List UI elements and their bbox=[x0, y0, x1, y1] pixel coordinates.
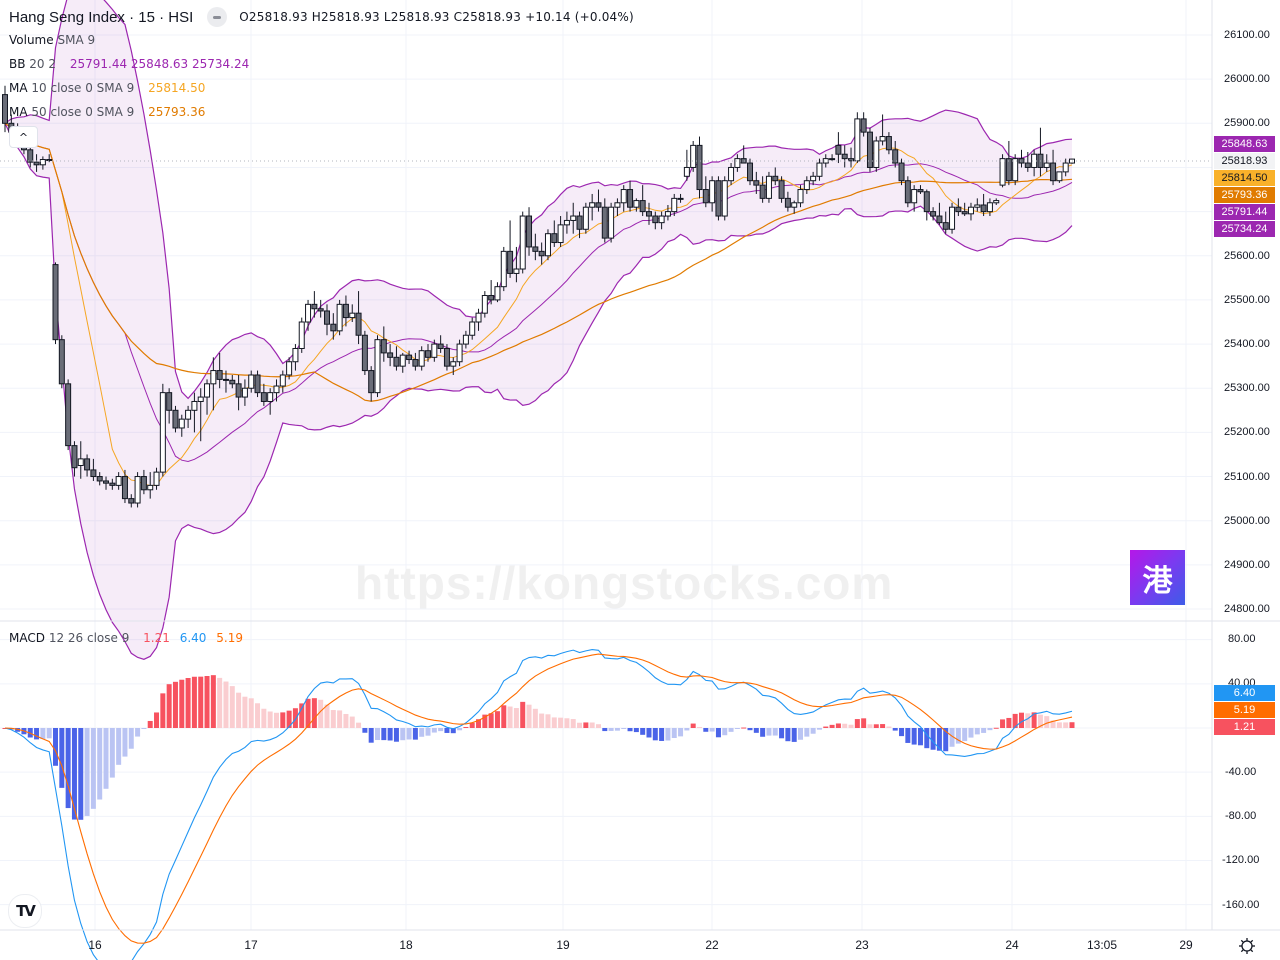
tradingview-logo[interactable]: TV bbox=[8, 894, 42, 928]
bb-basis-tag: 25791.44 bbox=[1214, 204, 1275, 220]
legend-macd-signal: 5.19 bbox=[216, 631, 243, 645]
legend-ma50-value: 25793.36 bbox=[148, 105, 206, 119]
signal-line-tag: 5.19 bbox=[1214, 702, 1275, 718]
price-axis-label: 26000.00 bbox=[1224, 73, 1270, 85]
legend-ma10[interactable]: MA 10 close 0 SMA 9 25814.50 bbox=[9, 80, 205, 96]
legend-bb-params: 20 2 bbox=[29, 57, 57, 71]
time-axis-label: 17 bbox=[244, 938, 258, 952]
bb-lower-tag: 25734.24 bbox=[1214, 221, 1275, 237]
legend-ma50-params: 50 close 0 SMA 9 bbox=[31, 105, 135, 119]
price-axis-label: 25400.00 bbox=[1224, 338, 1270, 350]
macd-axis-label: 80.00 bbox=[1228, 633, 1256, 645]
price-axis-label: 25900.00 bbox=[1224, 117, 1270, 129]
legend-ma10-params: 10 close 0 SMA 9 bbox=[31, 81, 135, 95]
ma10-tag: 25814.50 bbox=[1214, 170, 1275, 186]
legend-ma50[interactable]: MA 50 close 0 SMA 9 25793.36 bbox=[9, 104, 205, 120]
grid-lines bbox=[0, 0, 1212, 930]
price-axis-label: 25200.00 bbox=[1224, 426, 1270, 438]
time-axis-label: 19 bbox=[556, 938, 570, 952]
time-axis-label: 16 bbox=[88, 938, 102, 952]
last-price-tag: 25818.93 bbox=[1214, 153, 1275, 169]
legend-macd-params: 12 26 close 9 bbox=[48, 631, 130, 645]
candlestick-series bbox=[2, 85, 1075, 508]
time-axis-label: 13:05 bbox=[1086, 938, 1118, 952]
settings-gear-icon[interactable] bbox=[1238, 937, 1256, 955]
legend-ma10-value: 25814.50 bbox=[148, 81, 206, 95]
legend-volume[interactable]: Volume SMA 9 bbox=[9, 32, 95, 48]
bb-upper-tag: 25848.63 bbox=[1214, 136, 1275, 152]
price-axis-label: 24800.00 bbox=[1224, 603, 1270, 615]
macd-line-tag: 6.40 bbox=[1214, 685, 1275, 701]
legend-bb-values: 25791.44 25848.63 25734.24 bbox=[69, 57, 250, 71]
tradingview-logo-icon: TV bbox=[16, 902, 36, 920]
legend-macd-name: MACD bbox=[9, 631, 45, 645]
ohlc-values: O25818.93 H25818.93 L25818.93 C25818.93 … bbox=[239, 10, 634, 24]
legend-ma10-name: MA bbox=[9, 81, 28, 95]
watermark-text: https://kongstocks.com bbox=[355, 557, 894, 609]
price-axis-label: 25100.00 bbox=[1224, 471, 1270, 483]
time-axis-label: 22 bbox=[705, 938, 719, 952]
time-axis-label: 24 bbox=[1005, 938, 1019, 952]
legend-bb[interactable]: BB 20 2 25791.44 25848.63 25734.24 bbox=[9, 56, 249, 72]
collapse-legend-button[interactable]: ^ bbox=[9, 126, 38, 148]
price-axis-label: 25600.00 bbox=[1224, 250, 1270, 262]
time-axis-label: 18 bbox=[399, 938, 413, 952]
symbol-title[interactable]: Hang Seng Index · 15 · HSI bbox=[9, 8, 194, 26]
legend-macd-hist: 1.21 bbox=[143, 631, 170, 645]
chevron-up-icon: ^ bbox=[18, 130, 29, 144]
macd-axis-label: -160.00 bbox=[1222, 899, 1260, 911]
market-status-icon[interactable] bbox=[207, 7, 228, 27]
legend-volume-params: SMA 9 bbox=[57, 33, 96, 47]
indicator-lines bbox=[4, 0, 1073, 660]
histogram-tag: 1.21 bbox=[1214, 719, 1275, 735]
macd-axis-label: -120.00 bbox=[1222, 854, 1260, 866]
time-axis-label: 23 bbox=[855, 938, 869, 952]
bollinger-band-fill bbox=[5, 0, 1072, 660]
legend-macd[interactable]: MACD 12 26 close 9 1.21 6.40 5.19 bbox=[9, 630, 243, 646]
price-axis-label: 24900.00 bbox=[1224, 559, 1270, 571]
legend-macd-value: 6.40 bbox=[179, 631, 207, 645]
macd-axis-label: -80.00 bbox=[1225, 810, 1257, 822]
price-axis-label: 26100.00 bbox=[1224, 29, 1270, 41]
price-axis-label: 25300.00 bbox=[1224, 382, 1270, 394]
legend-ma50-name: MA bbox=[9, 105, 28, 119]
legend-volume-name: Volume bbox=[9, 33, 54, 47]
price-axis-label: 25500.00 bbox=[1224, 294, 1270, 306]
time-axis-label: 29 bbox=[1179, 938, 1193, 952]
legend-bb-name: BB bbox=[9, 57, 26, 71]
ma50-tag: 25793.36 bbox=[1214, 187, 1275, 203]
site-logo-badge: 港 bbox=[1130, 550, 1185, 605]
symbol-header: Hang Seng Index · 15 · HSI O25818.93 H25… bbox=[9, 7, 634, 27]
price-axis-label: 25000.00 bbox=[1224, 515, 1270, 527]
macd-axis-label: -40.00 bbox=[1225, 766, 1257, 778]
macd-pane bbox=[2, 648, 1075, 960]
